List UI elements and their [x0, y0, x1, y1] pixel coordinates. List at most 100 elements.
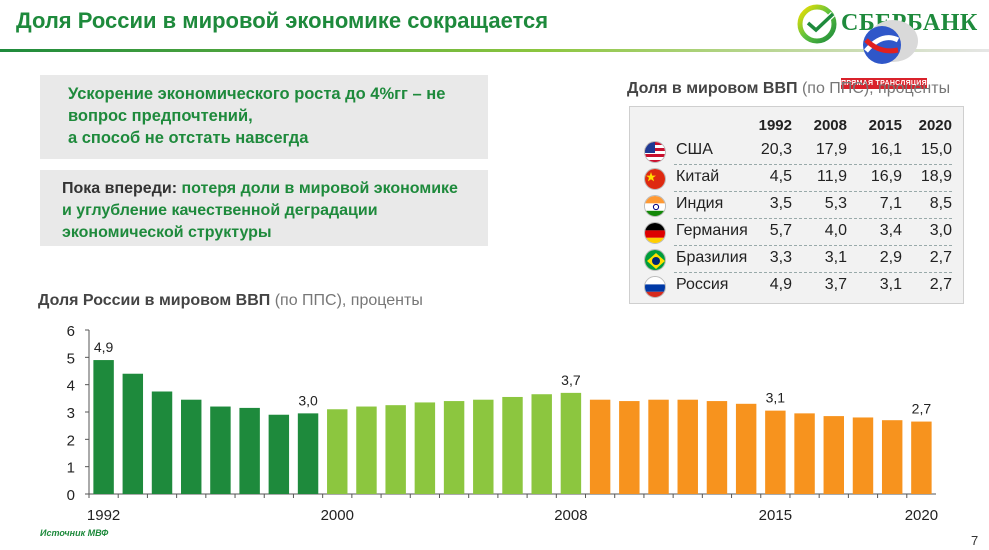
- row-divider: [674, 245, 952, 246]
- table-row: Индия 3,5 5,3 7,1 8,5: [630, 192, 963, 218]
- table-cell: 16,1: [870, 141, 902, 158]
- bar-2002: [385, 405, 406, 494]
- data-label: 3,0: [298, 392, 318, 408]
- data-label: 2,7: [912, 401, 932, 417]
- y-tick-label: 2: [67, 432, 75, 449]
- bar-2009: [589, 399, 611, 494]
- table-cell: 17,9: [815, 141, 847, 158]
- table-cell: 4,5: [769, 168, 792, 185]
- broadcast-overlay-icon: [863, 20, 918, 64]
- x-tick-label: 2000: [321, 507, 354, 524]
- table-cell: 15,0: [920, 141, 952, 158]
- page-title: Доля России в мировой экономике сокращае…: [16, 8, 549, 33]
- row-divider: [674, 191, 952, 192]
- table-cell: 20,3: [760, 141, 792, 158]
- gdp-share-table: 1992 2008 2015 2020 США 20,3 17,9 16,1 1…: [629, 106, 964, 304]
- x-tick-label: 2008: [554, 507, 587, 524]
- table-cell: 3,0: [929, 222, 952, 239]
- bar-1997: [239, 407, 260, 494]
- bar-1993: [122, 373, 144, 494]
- table-cell: 18,9: [920, 168, 952, 185]
- bar-2017: [823, 416, 844, 494]
- bar-2011: [648, 399, 669, 494]
- table-row: Германия 5,7 4,0 3,4 3,0: [630, 219, 963, 245]
- bar-2012: [677, 399, 698, 494]
- table-cell: 2,9: [879, 249, 902, 266]
- row-divider: [674, 164, 952, 165]
- table-cell: 8,5: [929, 195, 952, 212]
- data-label: 4,9: [94, 339, 114, 355]
- bar-1992: [93, 360, 114, 494]
- bar-2019: [881, 420, 903, 494]
- box2-lead: Пока впереди:: [62, 180, 178, 197]
- x-tick-label: 1992: [87, 507, 120, 524]
- table-cell: 3,7: [824, 276, 847, 293]
- chart-title-bold: Доля России в мировом ВВП: [38, 292, 271, 309]
- table-cell: 2,7: [929, 249, 952, 266]
- country-name: Китай: [676, 168, 720, 185]
- germany-flag-icon: [644, 222, 666, 244]
- table-cell: 3,5: [769, 195, 792, 212]
- bar-1995: [181, 399, 202, 494]
- box2-line-1: потеря доли в мировой экономике: [177, 180, 458, 197]
- table-header-year: 2020: [918, 117, 952, 134]
- row-divider: [674, 272, 952, 273]
- bar-2010: [619, 401, 640, 494]
- table-title: Доля в мировом ВВП (по ППС), проценты: [627, 80, 950, 98]
- table-cell: 3,4: [879, 222, 902, 239]
- box1-line-1: Ускорение экономического роста до 4%гг –…: [68, 85, 446, 103]
- country-name: Германия: [676, 222, 748, 239]
- table-cell: 3,1: [824, 249, 847, 266]
- y-tick-label: 0: [67, 487, 75, 504]
- table-cell: 4,9: [769, 276, 792, 293]
- table-title-bold: Доля в мировом ВВП: [627, 80, 798, 97]
- china-flag-icon: [644, 168, 666, 190]
- table-cell: 3,3: [769, 249, 792, 266]
- bar-2008: [560, 392, 582, 494]
- bar-2018: [852, 417, 874, 494]
- table-cell: 4,0: [824, 222, 847, 239]
- bar-2014: [735, 403, 757, 494]
- us-flag-icon: [644, 141, 666, 163]
- x-tick-label: 2020: [905, 507, 938, 524]
- bar-1994: [151, 391, 173, 494]
- country-name: Бразилия: [676, 249, 748, 266]
- bar-2015: [765, 410, 786, 494]
- box1-line-3: а способ не отстать навсегда: [68, 129, 309, 147]
- box1-line-2: вопрос предпочтений,: [68, 107, 253, 125]
- table-cell: 2,7: [929, 276, 952, 293]
- table-cell: 5,3: [824, 195, 847, 212]
- box2-line-2: и углубление качественной деградации: [62, 202, 378, 219]
- message-box-growth: Ускорение экономического роста до 4%гг –…: [40, 75, 488, 159]
- table-row: Бразилия 3,3 3,1 2,9 2,7: [630, 246, 963, 272]
- data-label: 3,1: [766, 390, 786, 406]
- country-name: США: [676, 141, 713, 158]
- title-divider: [0, 49, 989, 52]
- source-note: Источник МВФ: [40, 528, 109, 538]
- country-name: Индия: [676, 195, 724, 212]
- table-header-year: 2008: [813, 117, 847, 134]
- data-label: 3,7: [561, 372, 581, 388]
- live-badge: ПРЯМАЯ ТРАНСЛЯЦИЯ: [841, 78, 927, 89]
- chart-title: Доля России в мировом ВВП (по ППС), проц…: [38, 292, 423, 310]
- table-header-year: 2015: [868, 117, 902, 134]
- page-number: 7: [971, 533, 979, 548]
- india-flag-icon: [644, 195, 666, 217]
- table-cell: 11,9: [817, 168, 847, 185]
- y-tick-label: 5: [67, 350, 75, 367]
- bar-2016: [794, 413, 815, 494]
- bar-2007: [531, 394, 552, 494]
- y-tick-label: 1: [67, 460, 75, 477]
- x-tick-label: 2015: [759, 507, 792, 524]
- bar-1996: [210, 406, 231, 494]
- sberbank-logo-icon: [797, 4, 837, 44]
- russia-flag-icon: [644, 276, 666, 298]
- table-cell: 7,1: [879, 195, 902, 212]
- bar-2000: [327, 409, 348, 494]
- y-tick-label: 4: [67, 378, 75, 395]
- message-box-ahead: Пока впереди: потеря доли в мировой экон…: [40, 170, 488, 246]
- bar-1999: [297, 413, 319, 494]
- table-header-year: 1992: [758, 117, 792, 134]
- bar-2006: [502, 396, 523, 494]
